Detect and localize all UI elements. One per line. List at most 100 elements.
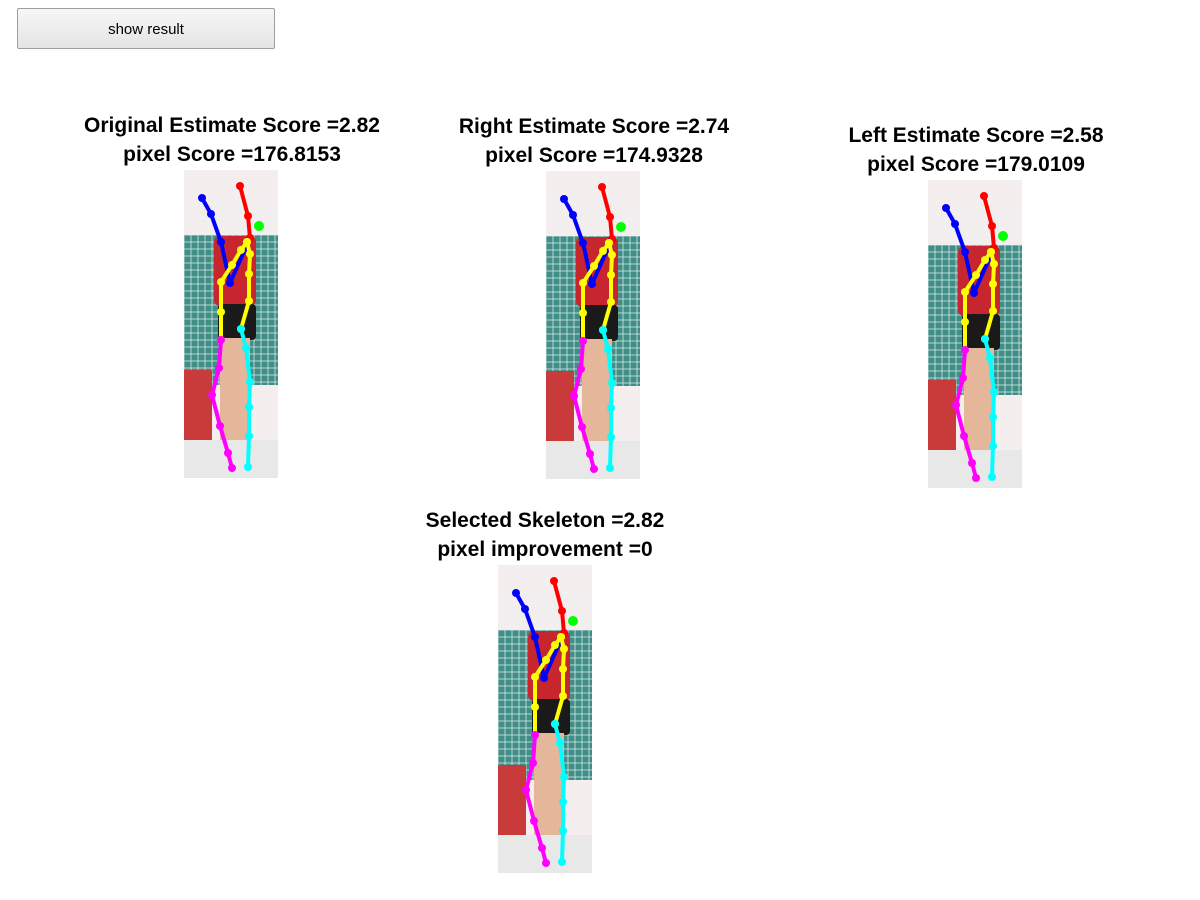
skeleton-joint — [560, 645, 568, 653]
skeleton-joint — [961, 248, 969, 256]
skeleton-joint — [558, 607, 566, 615]
skeleton-joint — [531, 673, 539, 681]
background-player — [928, 380, 956, 450]
skeleton-joint — [989, 413, 997, 421]
skeleton-joint — [590, 465, 598, 473]
skeleton-joint — [529, 759, 537, 767]
skeleton-joint — [972, 474, 980, 482]
panel-pixel-score-line: pixel Score =174.9328 — [485, 144, 703, 167]
panel-score-line: Left Estimate Score =2.58 — [848, 124, 1104, 147]
skeleton-joint — [608, 379, 616, 387]
skeleton-joint — [989, 280, 997, 288]
selected-skeleton-score: Selected Skeleton =2.82 pixel improvement… — [355, 506, 735, 564]
skeleton-joint — [599, 247, 607, 255]
skeleton-joint — [198, 194, 206, 202]
skeleton-joint — [988, 222, 996, 230]
skeleton-joint — [237, 246, 245, 254]
skeleton-joint — [981, 335, 989, 343]
panel-pixel-score-line: pixel Score =176.8153 — [123, 143, 341, 166]
pose-overlay — [546, 171, 640, 479]
pose-overlay — [184, 170, 278, 478]
right-skeleton-image — [546, 171, 640, 479]
skeleton-joint — [245, 432, 253, 440]
skeleton-joint — [988, 473, 996, 481]
skeleton-joint — [942, 204, 950, 212]
skeleton-joint — [531, 633, 539, 641]
skeleton-joint — [512, 589, 520, 597]
skeleton-joint — [551, 720, 559, 728]
skeleton-joint — [961, 288, 969, 296]
skeleton-joint — [968, 459, 976, 467]
pose-overlay — [498, 565, 592, 873]
skeleton-joint — [590, 262, 598, 270]
panel-score-line: Selected Skeleton =2.82 — [425, 509, 665, 532]
background-player — [184, 370, 212, 440]
skeleton-joint — [208, 391, 216, 399]
skeleton-joint — [981, 256, 989, 264]
panel-score-line: Original Estimate Score =2.82 — [84, 114, 380, 137]
pose-overlay — [928, 180, 1022, 488]
skeleton-joint — [606, 464, 614, 472]
skeleton-head — [998, 231, 1008, 241]
skeleton-joint — [599, 326, 607, 334]
skeleton-joint — [960, 432, 968, 440]
skeleton-joint — [606, 213, 614, 221]
skeleton-joint — [245, 297, 253, 305]
skeleton-joint — [607, 433, 615, 441]
background-player — [498, 765, 526, 835]
background-player — [546, 371, 574, 441]
skeleton-joint — [989, 442, 997, 450]
skeleton-joint — [579, 239, 587, 247]
skeleton-joint — [551, 641, 559, 649]
skeleton-joint — [521, 605, 529, 613]
skeleton-joint — [207, 210, 215, 218]
skeleton-joint — [550, 577, 558, 585]
right-estimate-score: Right Estimate Score =2.74 pixel Score =1… — [404, 112, 784, 170]
skeleton-joint — [569, 211, 577, 219]
skeleton-joint — [577, 365, 585, 373]
skeleton-joint — [236, 182, 244, 190]
selected-skeleton-image — [498, 565, 592, 873]
skeleton-joint — [607, 271, 615, 279]
skeleton-joint — [216, 422, 224, 430]
skeleton-joint — [217, 238, 225, 246]
skeleton-joint — [237, 325, 245, 333]
skeleton-joint — [558, 858, 566, 866]
skeleton-head — [568, 616, 578, 626]
skeleton-joint — [245, 403, 253, 411]
skeleton-joint — [970, 289, 978, 297]
skeleton-joint — [607, 404, 615, 412]
skeleton-joint — [588, 280, 596, 288]
panel-score-line: Right Estimate Score =2.74 — [458, 115, 730, 138]
skeleton-joint — [243, 238, 251, 246]
skeleton-joint — [246, 378, 254, 386]
skeleton-joint — [560, 773, 568, 781]
skeleton-joint — [530, 817, 538, 825]
skeleton-joint — [244, 463, 252, 471]
skeleton-joint — [246, 250, 254, 258]
skeleton-joint — [245, 270, 253, 278]
skeleton-joint — [531, 703, 539, 711]
skeleton-joint — [540, 674, 548, 682]
skeleton-joint — [215, 364, 223, 372]
skeleton-joint — [579, 309, 587, 317]
skeleton-joint — [598, 183, 606, 191]
skeleton-joint — [522, 786, 530, 794]
skeleton-joint — [608, 251, 616, 259]
original-estimate-score: Original Estimate Score =2.82 pixel Score… — [42, 111, 422, 169]
skeleton-joint — [990, 260, 998, 268]
skeleton-joint — [578, 423, 586, 431]
skeleton-joint — [560, 195, 568, 203]
left-skeleton-image — [928, 180, 1022, 488]
show-result-button[interactable]: show result — [17, 8, 275, 49]
skeleton-joint — [951, 220, 959, 228]
skeleton-joint — [604, 345, 612, 353]
skeleton-head — [254, 221, 264, 231]
skeleton-joint — [559, 692, 567, 700]
skeleton-joint — [989, 307, 997, 315]
original-skeleton-image — [184, 170, 278, 478]
skeleton-joint — [559, 827, 567, 835]
skeleton-joint — [542, 656, 550, 664]
skeleton-joint — [226, 279, 234, 287]
skeleton-joint — [228, 261, 236, 269]
